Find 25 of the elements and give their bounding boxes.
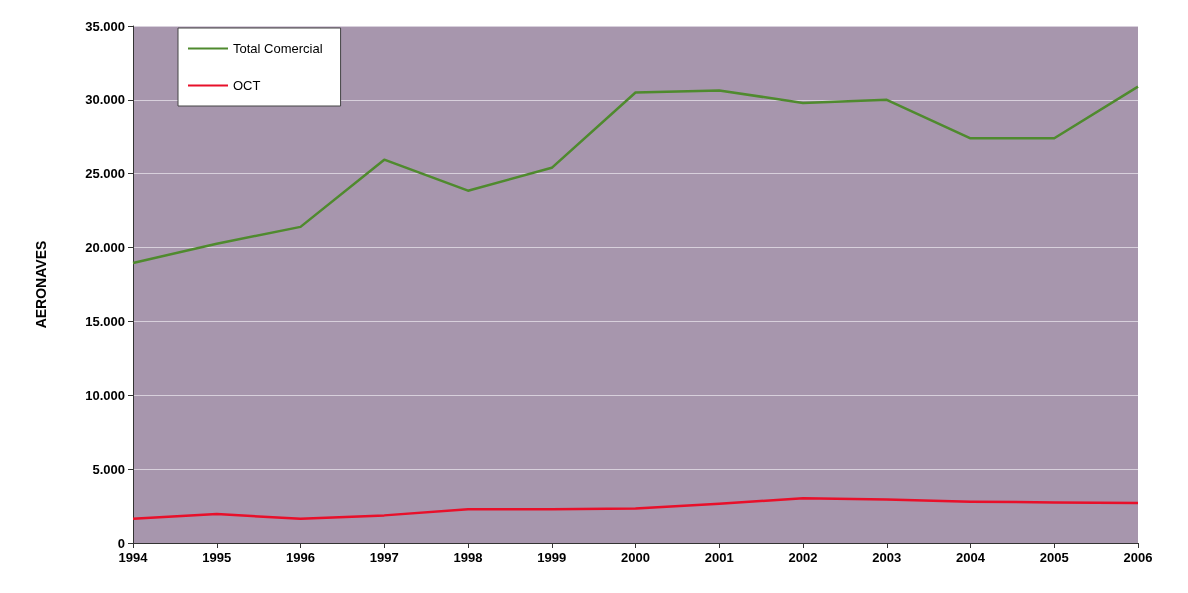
x-tick-label: 2001 — [704, 550, 734, 565]
y-tick-label: 0 — [117, 535, 125, 551]
x-tick-label: 1999 — [537, 550, 567, 565]
x-tick-label: 1995 — [202, 550, 232, 565]
x-tick-label: 2000 — [621, 550, 650, 565]
x-tick-label: 1994 — [118, 550, 149, 565]
x-tick-label: 1996 — [286, 550, 315, 565]
y-tick-label: 30.000 — [85, 92, 125, 108]
y-tick-label: 10.000 — [85, 387, 125, 403]
x-tick-label: 2004 — [956, 550, 986, 565]
y-tick-label: 5.000 — [92, 461, 125, 477]
x-tick-label: 2006 — [1123, 550, 1153, 565]
x-tick-label: 1997 — [369, 550, 399, 565]
legend-label: OCT — [233, 78, 261, 93]
y-tick-label: 15.000 — [85, 313, 125, 329]
line-series — [131, 496, 1140, 521]
x-tick-label: 2005 — [1039, 550, 1069, 565]
y-tick-label: 35.000 — [85, 18, 125, 34]
y-tick-label: 20.000 — [85, 240, 125, 256]
y-tick-label: 25.000 — [85, 166, 125, 182]
y-axis-title: AERONAVES — [33, 240, 49, 329]
x-tick-label: 2003 — [872, 550, 902, 565]
x-tick-label: 1998 — [453, 550, 483, 565]
legend-label: Total Comercial — [233, 41, 323, 56]
x-tick-label: 2002 — [788, 550, 818, 565]
